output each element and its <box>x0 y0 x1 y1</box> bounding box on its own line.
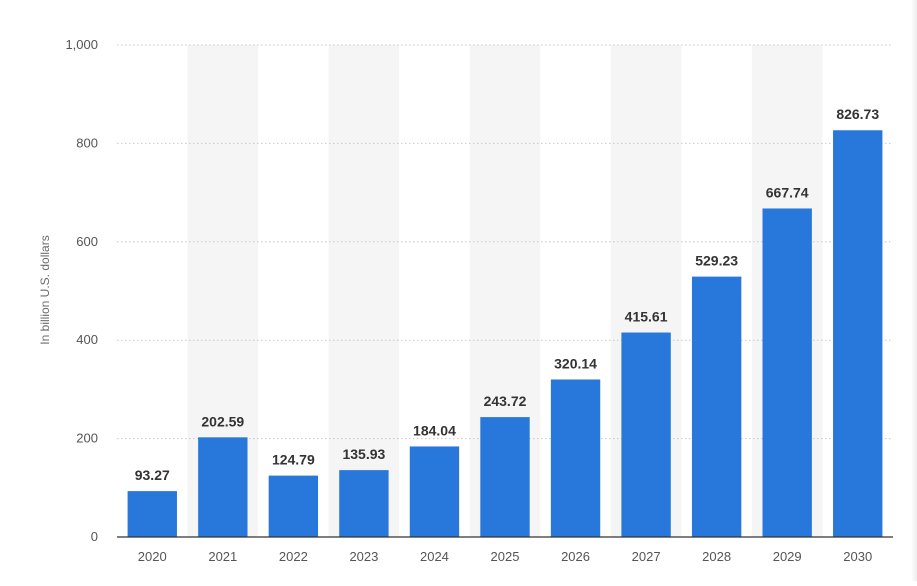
x-tick-label-2022: 2022 <box>279 549 308 564</box>
y-tick-label-1000: 1,000 <box>65 37 98 52</box>
x-axis-ticks: 2020 2021 2022 2023 2024 2025 2026 2027 2028 2029… <box>138 549 872 564</box>
y-axis-label: In billion U.S. dollars <box>38 235 52 344</box>
data-label-2024: 184.04 <box>413 422 456 438</box>
data-label-2030: 826.73 <box>836 106 879 122</box>
data-label-2026: 320.14 <box>554 355 597 371</box>
y-tick-label-400: 400 <box>76 332 98 347</box>
bar-2026[interactable] <box>550 379 601 537</box>
data-label-2025: 243.72 <box>484 393 527 409</box>
y-tick-label-0: 0 <box>91 529 98 544</box>
x-tick-label-2020: 2020 <box>138 549 167 564</box>
x-tick-label-2023: 2023 <box>349 549 378 564</box>
bar-2022[interactable] <box>268 475 319 537</box>
y-tick-label-800: 800 <box>76 135 98 150</box>
data-label-2020: 93.27 <box>135 467 170 483</box>
x-tick-label-2026: 2026 <box>561 549 590 564</box>
data-label-2028: 529.23 <box>695 253 738 269</box>
x-tick-label-2029: 2029 <box>773 549 802 564</box>
bar-2030[interactable] <box>833 130 883 537</box>
data-labels: 93.27 202.59 124.79 135.93 184.04 243.72 320.1… <box>135 106 880 483</box>
bar-chart: 0 200 400 600 800 1,000 In billion U.S. dolla… <box>38 37 893 564</box>
bar-2024[interactable] <box>409 446 460 537</box>
x-tick-label-2027: 2027 <box>632 549 661 564</box>
data-label-2029: 667.74 <box>766 184 809 200</box>
bar-2020[interactable] <box>127 491 177 537</box>
x-tick-label-2021: 2021 <box>208 549 237 564</box>
bar-2027[interactable] <box>621 332 671 537</box>
y-tick-label-600: 600 <box>76 234 98 249</box>
x-tick-label-2025: 2025 <box>491 549 520 564</box>
data-label-2021: 202.59 <box>201 413 244 429</box>
right-edge-shadow <box>911 0 917 581</box>
bar-2028[interactable] <box>691 276 742 537</box>
bar-2023[interactable] <box>339 470 389 537</box>
y-tick-label-200: 200 <box>76 431 98 446</box>
x-tick-label-2028: 2028 <box>702 549 731 564</box>
data-label-2027: 415.61 <box>625 309 668 325</box>
band-2023 <box>328 45 400 537</box>
bar-2029[interactable] <box>762 208 812 537</box>
data-label-2023: 135.93 <box>342 446 385 462</box>
bars <box>127 130 883 537</box>
bar-2025[interactable] <box>480 417 530 537</box>
y-axis-ticks: 0 200 400 600 800 1,000 <box>65 37 98 544</box>
x-tick-label-2024: 2024 <box>420 549 449 564</box>
bar-2021[interactable] <box>198 437 248 537</box>
x-tick-label-2030: 2030 <box>843 549 872 564</box>
data-label-2022: 124.79 <box>272 452 315 468</box>
